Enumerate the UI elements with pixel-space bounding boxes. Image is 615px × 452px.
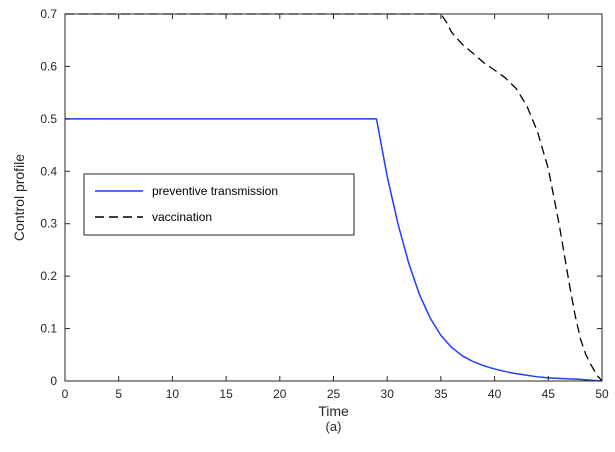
legend-label-vaccination: vaccination xyxy=(152,210,212,224)
x-tick-label: 30 xyxy=(381,387,395,401)
x-tick-label: 40 xyxy=(488,387,502,401)
legend: preventive transmission vaccination xyxy=(83,173,355,236)
legend-box xyxy=(83,173,355,236)
x-axis-label: Time xyxy=(318,403,349,419)
y-tick-label: 0.4 xyxy=(40,164,57,178)
x-tick-label: 10 xyxy=(166,387,180,401)
series-layer xyxy=(65,13,603,382)
y-tick-label: 0.7 xyxy=(40,7,57,21)
x-tick-label: 0 xyxy=(62,387,69,401)
ticks: 0 5 10 15 20 25 30 35 40 45 50 0 0.1 0.2 0.3 0.4 0.5 0.6 0… xyxy=(40,7,609,401)
y-tick-label: 0.6 xyxy=(40,59,57,73)
y-tick-label: 0.2 xyxy=(40,269,57,283)
series-line-preventive-transmission xyxy=(65,118,603,382)
legend-label-preventive-transmission: preventive transmission xyxy=(152,184,278,198)
y-tick-label: 0.5 xyxy=(40,112,57,126)
y-tick-label: 0.1 xyxy=(40,322,57,336)
y-tick-label: 0 xyxy=(50,374,57,388)
x-tick-label: 50 xyxy=(595,387,609,401)
x-tick-label: 35 xyxy=(434,387,448,401)
figure-sublabel: (a) xyxy=(326,419,342,434)
y-axis-label: Control profile xyxy=(11,154,27,241)
x-tick-label: 5 xyxy=(115,387,122,401)
x-tick-label: 45 xyxy=(542,387,556,401)
x-tick-label: 20 xyxy=(273,387,287,401)
y-tick-label: 0.3 xyxy=(40,217,57,231)
x-tick-label: 15 xyxy=(219,387,233,401)
x-tick-label: 25 xyxy=(327,387,341,401)
